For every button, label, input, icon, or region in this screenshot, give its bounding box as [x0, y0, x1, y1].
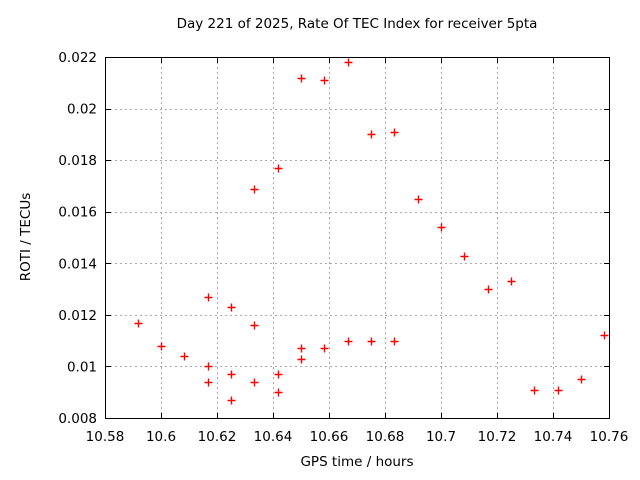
data-point-marker: [250, 321, 259, 330]
y-tick-label: 0.008: [58, 411, 97, 427]
x-tick-label: 10.68: [366, 429, 405, 445]
data-point-marker: [274, 388, 283, 397]
data-point-marker: [250, 185, 259, 194]
data-point-marker: [227, 303, 236, 312]
data-point-marker: [274, 370, 283, 379]
x-tick-label: 10.58: [86, 429, 125, 445]
data-point-marker: [297, 344, 306, 353]
data-point-marker: [507, 277, 516, 286]
data-point-marker: [227, 370, 236, 379]
data-point-marker: [180, 352, 189, 361]
data-point-marker: [320, 344, 329, 353]
data-point-marker: [367, 337, 376, 346]
x-tick-label: 10.66: [310, 429, 349, 445]
data-point-marker: [530, 386, 539, 395]
chart-title: Day 221 of 2025, Rate Of TEC Index for r…: [176, 16, 538, 32]
y-tick-label: 0.022: [58, 50, 97, 66]
x-tick-label: 10.6: [146, 429, 176, 445]
data-point-marker: [577, 375, 586, 384]
data-point-marker: [344, 58, 353, 67]
y-tick-label: 0.014: [58, 256, 97, 272]
y-axis-label: ROTI / TECUs: [18, 192, 35, 282]
data-point-marker: [390, 337, 399, 346]
data-point-marker: [134, 319, 143, 328]
y-tick-label: 0.02: [67, 102, 97, 118]
x-tick-label: 10.62: [198, 429, 237, 445]
x-tick-label: 10.72: [478, 429, 517, 445]
y-tick-label: 0.016: [58, 205, 97, 221]
plot-border: [105, 57, 610, 419]
data-point-marker: [250, 378, 259, 387]
data-point-marker: [554, 386, 563, 395]
data-point-marker: [297, 74, 306, 83]
x-tick-label: 10.7: [426, 429, 456, 445]
x-axis-label: GPS time / hours: [300, 454, 414, 470]
data-point-marker: [484, 285, 493, 294]
data-point-marker: [437, 223, 446, 232]
data-point-marker: [344, 337, 353, 346]
data-point-marker: [274, 164, 283, 173]
data-point-marker: [460, 252, 469, 261]
data-point-marker: [204, 293, 213, 302]
data-point-marker: [157, 342, 166, 351]
data-point-marker: [227, 396, 236, 405]
data-point-marker: [414, 195, 423, 204]
data-point-marker: [600, 331, 609, 340]
x-tick-label: 10.76: [590, 429, 629, 445]
x-tick-label: 10.74: [534, 429, 573, 445]
data-point-marker: [390, 128, 399, 137]
x-tick-label: 10.64: [254, 429, 293, 445]
y-tick-label: 0.01: [67, 359, 97, 375]
data-point-marker: [320, 76, 329, 85]
y-tick-label: 0.018: [58, 153, 97, 169]
data-point-marker: [204, 378, 213, 387]
data-point-marker: [204, 362, 213, 371]
y-tick-label: 0.012: [58, 308, 97, 324]
data-point-marker: [297, 355, 306, 364]
data-point-marker: [367, 130, 376, 139]
